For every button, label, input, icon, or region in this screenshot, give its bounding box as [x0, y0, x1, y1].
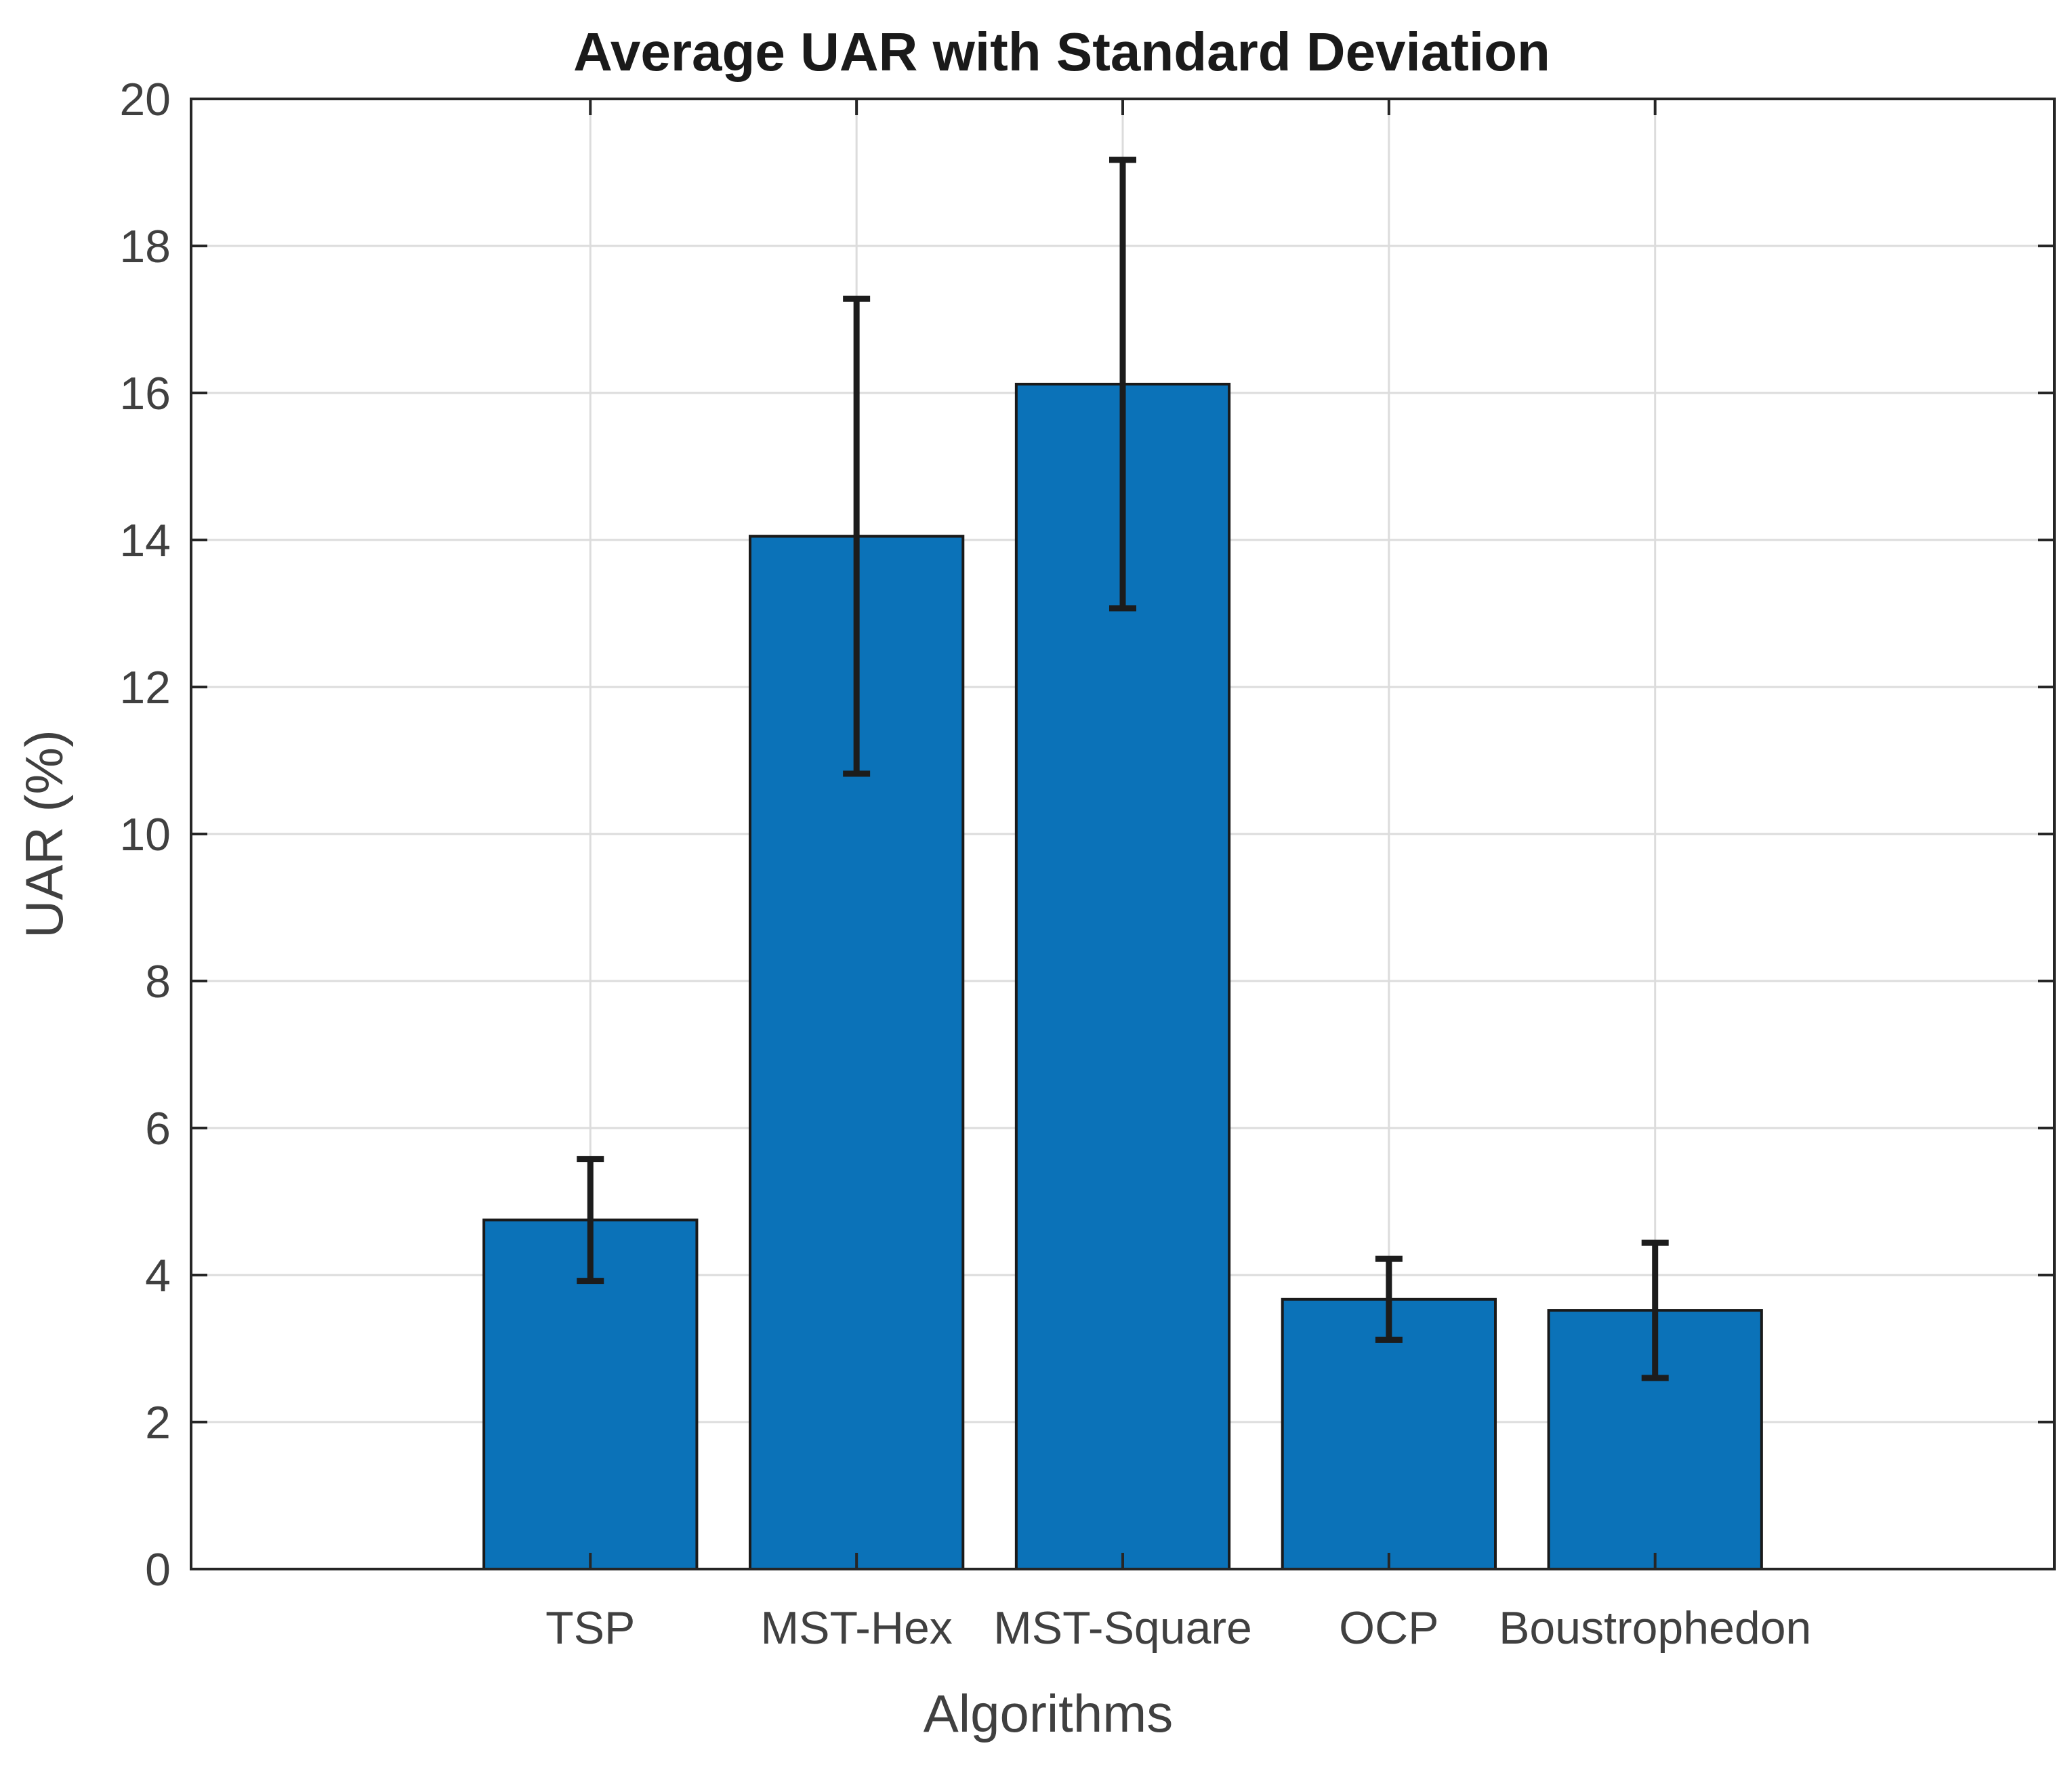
y-tick-label: 2	[145, 1397, 171, 1448]
y-tick-label: 12	[119, 662, 171, 713]
error-bars	[577, 157, 1669, 1381]
y-tick-label: 0	[145, 1544, 171, 1595]
tick-labels: 0 2 4 6 8 10 12 14 16 18 20 TSP MST-Hex MST-Square OCP…	[119, 74, 1811, 1654]
axis-ticks	[191, 98, 2054, 1570]
error-bar-mst-square	[1109, 157, 1136, 612]
x-tick-label: OCP	[1339, 1602, 1438, 1654]
bar-ocp	[1281, 1297, 1497, 1571]
x-tick-label: TSP	[545, 1602, 635, 1654]
chart-title: Average UAR with Standard Deviation	[573, 22, 1550, 82]
y-tick-label: 16	[119, 368, 171, 419]
error-bar-mst-hex	[843, 295, 871, 777]
y-tick-label: 6	[145, 1103, 171, 1154]
error-bar-ocp	[1375, 1255, 1403, 1343]
x-tick-label: Boustrophedon	[1499, 1602, 1811, 1654]
error-bar-boustrophedon	[1641, 1239, 1669, 1381]
y-tick-label: 14	[119, 515, 171, 566]
x-axis-title: Algorithms	[924, 1684, 1173, 1743]
x-tick-label: MST-Square	[993, 1602, 1252, 1654]
y-tick-label: 4	[145, 1250, 171, 1301]
x-tick-label: MST-Hex	[760, 1602, 952, 1654]
y-tick-label: 8	[145, 956, 171, 1007]
y-tick-label: 10	[119, 809, 171, 860]
error-bar-tsp	[577, 1156, 604, 1285]
bars	[482, 382, 1763, 1571]
y-tick-label: 20	[119, 74, 171, 125]
y-tick-label: 18	[119, 221, 171, 272]
y-axis-title: UAR (%)	[14, 730, 74, 938]
